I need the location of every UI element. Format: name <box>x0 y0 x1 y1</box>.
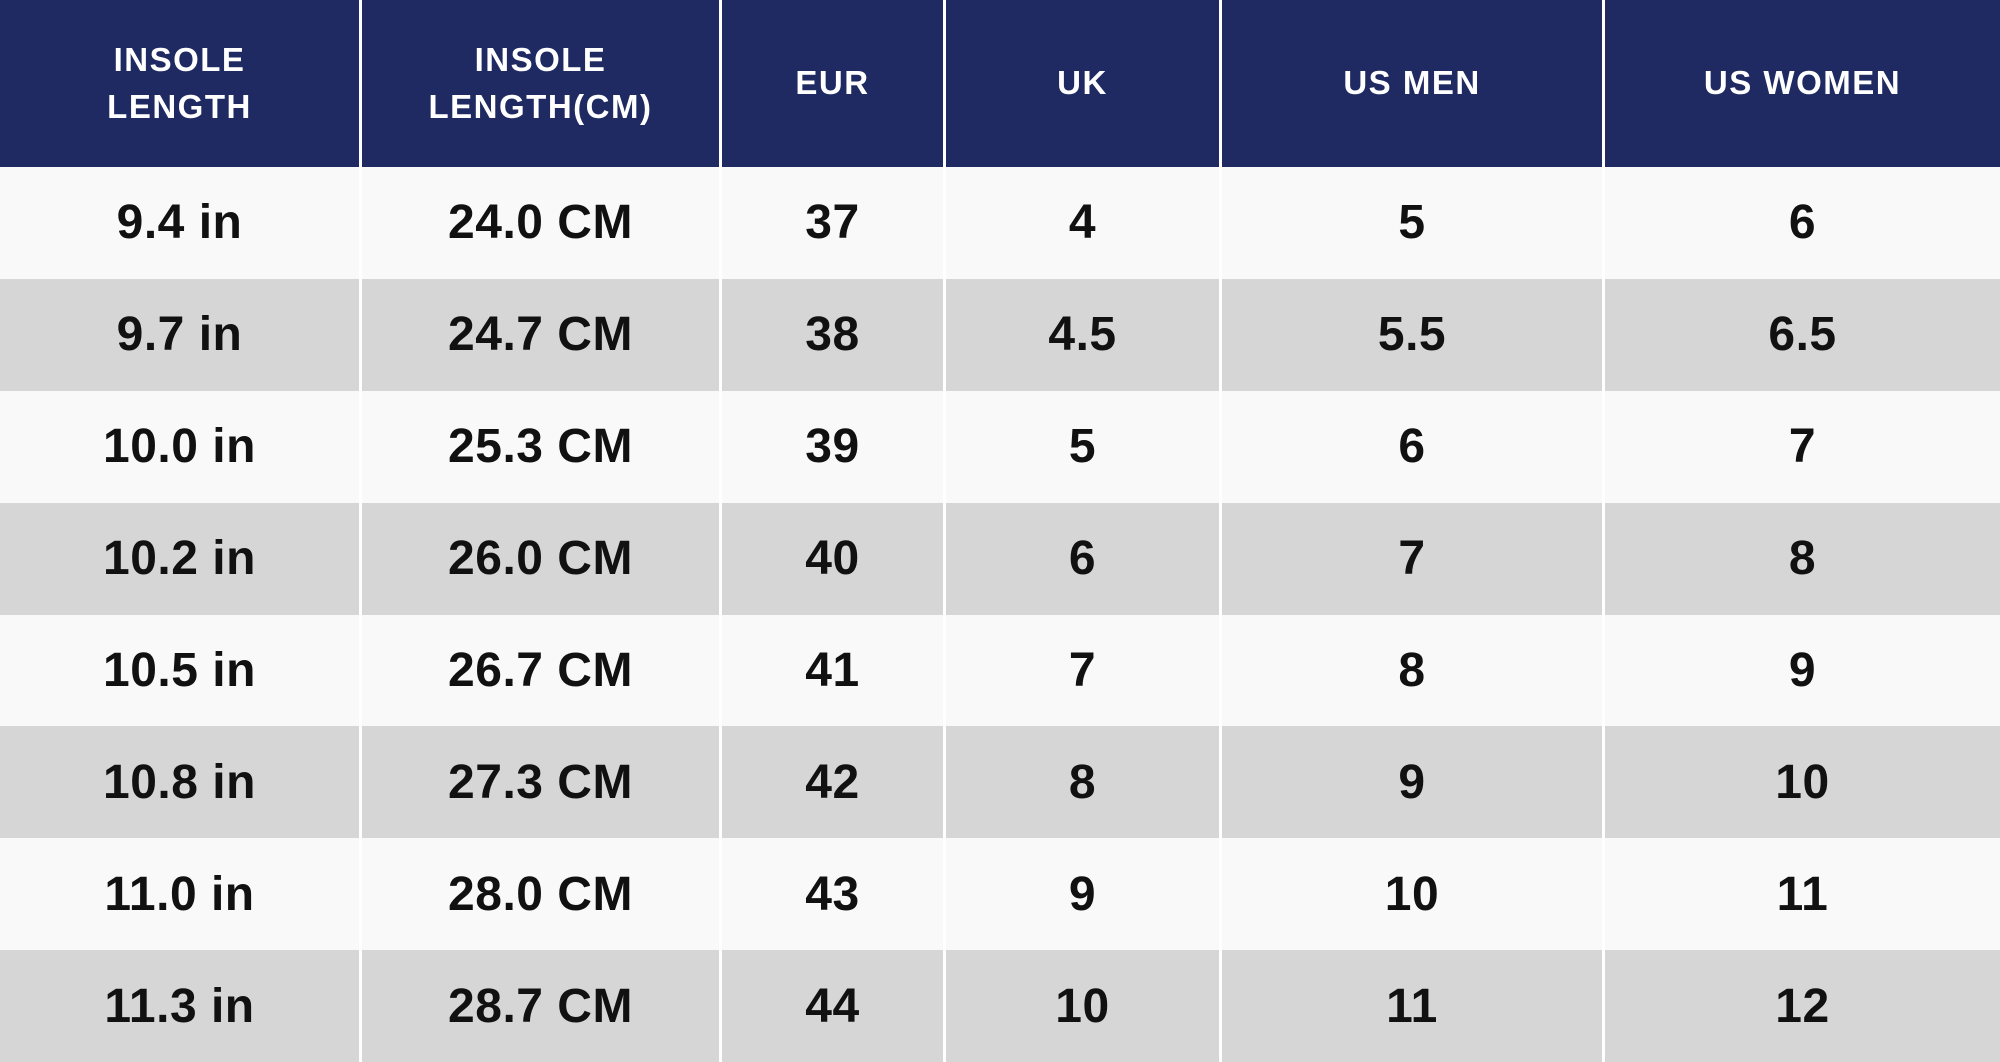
cell-insole-length-cm: 28.7 CM <box>362 950 722 1062</box>
cell-us-women: 10 <box>1775 755 1830 809</box>
column-header-insole-length: INSOLE LENGTH <box>0 0 362 167</box>
table-row: 10.5 in 26.7 CM 41 7 8 9 <box>0 614 2000 727</box>
table-row: 10.2 in 26.0 CM 40 6 7 8 <box>0 502 2000 615</box>
cell-us-women: 11 <box>1776 867 1829 921</box>
cell-us-men: 9 <box>1222 726 1605 839</box>
cell-insole-length: 9.7 in <box>0 278 362 391</box>
table-row: 11.0 in 28.0 CM 43 9 10 11 <box>0 838 2000 951</box>
cell-insole-length-cm: 24.7 CM <box>362 278 722 391</box>
cell-insole-length: 9.4 in <box>0 167 362 279</box>
cell-insole-length-cm: 28.0 CM <box>362 838 722 951</box>
cell-insole-length: 10.0 in <box>0 390 362 503</box>
cell-uk: 10 <box>946 950 1222 1062</box>
cell-eur: 41 <box>722 614 946 727</box>
cell-eur: 37 <box>722 167 946 279</box>
cell-eur: 42 <box>722 726 946 839</box>
cell-us-women: 6.5 <box>1768 308 1837 362</box>
cell-uk: 7 <box>946 614 1222 727</box>
cell-uk: 9 <box>946 838 1222 951</box>
cell-us-women: 12 <box>1775 979 1830 1033</box>
column-header-eur: EUR <box>722 0 946 167</box>
cell-eur: 40 <box>722 502 946 615</box>
cell-insole-length: 10.5 in <box>0 614 362 727</box>
cell-insole-length: 11.3 in <box>0 950 362 1062</box>
cell-uk: 8 <box>946 726 1222 839</box>
cell-us-men: 5 <box>1222 167 1605 279</box>
cell-insole-length-cm: 25.3 CM <box>362 390 722 503</box>
cell-uk: 4 <box>946 167 1222 279</box>
cell-uk: 4.5 <box>946 278 1222 391</box>
cell-us-women: 9 <box>1788 643 1817 697</box>
cell-us-men: 11 <box>1222 950 1605 1062</box>
table-row: 9.4 in 24.0 CM 37 4 5 6 <box>0 167 2000 279</box>
cell-insole-length-cm: 27.3 CM <box>362 726 722 839</box>
cell-insole-length: 10.8 in <box>0 726 362 839</box>
cell-insole-length: 11.0 in <box>0 838 362 951</box>
cell-uk: 6 <box>946 502 1222 615</box>
cell-eur: 39 <box>722 390 946 503</box>
cell-us-men: 7 <box>1222 502 1605 615</box>
cell-insole-length-cm: 24.0 CM <box>362 167 722 279</box>
cell-insole-length-cm: 26.0 CM <box>362 502 722 615</box>
table-header-row: INSOLE LENGTH INSOLE LENGTH(CM) EUR UK U… <box>0 0 2000 167</box>
cell-eur: 43 <box>722 838 946 951</box>
cell-us-women: 6 <box>1788 196 1817 250</box>
cell-us-women: 8 <box>1788 532 1817 586</box>
table-row: 11.3 in 28.7 CM 44 10 11 12 <box>0 950 2000 1062</box>
cell-us-women: 7 <box>1788 420 1817 474</box>
cell-us-men: 10 <box>1222 838 1605 951</box>
cell-insole-length-cm: 26.7 CM <box>362 614 722 727</box>
column-header-us-women: US WOMEN <box>1703 64 1902 102</box>
cell-us-men: 8 <box>1222 614 1605 727</box>
table-row: 10.8 in 27.3 CM 42 8 9 10 <box>0 726 2000 839</box>
table-row: 10.0 in 25.3 CM 39 5 6 7 <box>0 390 2000 503</box>
cell-eur: 38 <box>722 278 946 391</box>
cell-us-men: 5.5 <box>1222 278 1605 391</box>
table-body: 9.4 in 24.0 CM 37 4 5 6 9.7 in 24.7 CM 3… <box>0 167 2000 1062</box>
column-header-insole-length-cm: INSOLE LENGTH(CM) <box>362 0 722 167</box>
table-row: 9.7 in 24.7 CM 38 4.5 5.5 6.5 <box>0 278 2000 391</box>
cell-uk: 5 <box>946 390 1222 503</box>
cell-insole-length: 10.2 in <box>0 502 362 615</box>
column-header-uk: UK <box>946 0 1222 167</box>
cell-eur: 44 <box>722 950 946 1062</box>
column-header-us-men: US MEN <box>1222 0 1605 167</box>
cell-us-men: 6 <box>1222 390 1605 503</box>
